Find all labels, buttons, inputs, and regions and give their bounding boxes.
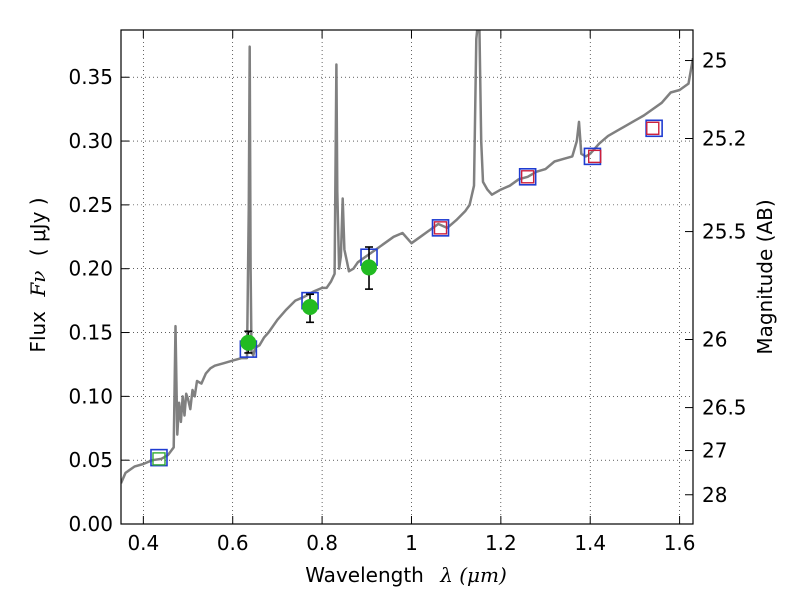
- model-point: [646, 121, 660, 135]
- model-point: [433, 221, 448, 235]
- bandpass-square: [431, 219, 450, 237]
- x-tick-label: 1.6: [664, 531, 696, 555]
- y-axis-label-left-unit: ( μJy ): [26, 197, 50, 256]
- y-tick-label: 0.20: [68, 257, 113, 281]
- x-tick-label: 0.6: [217, 531, 249, 555]
- y-axis-label-left-text: Flux: [26, 311, 50, 353]
- model-point: [520, 170, 535, 184]
- right-tick-label: 25.2: [702, 127, 747, 151]
- observed-point: [302, 298, 319, 315]
- right-tick-label: 25: [702, 49, 727, 73]
- bandpass-square: [518, 167, 537, 186]
- x-tick-label: 0.4: [127, 531, 159, 555]
- plot-frame: [120, 29, 694, 525]
- model-point: [587, 149, 602, 164]
- spectrum-line: [121, 30, 693, 484]
- right-tick-label: 25.5: [702, 220, 747, 244]
- right-tick-label: 26.5: [702, 396, 747, 420]
- x-axis-label-text: Wavelength: [305, 563, 424, 587]
- y-tick-label: 0.10: [68, 384, 113, 408]
- y-tick-label: 0.30: [68, 129, 113, 153]
- y-axis-label-left-math: Fν: [26, 271, 50, 298]
- y-axis-label-right: Magnitude (AB): [753, 199, 777, 354]
- y-tick-label: 0.05: [68, 448, 113, 472]
- right-tick-label: 27: [702, 439, 727, 463]
- y-axis-label-left: Flux Fν ( μJy ): [26, 197, 50, 352]
- plot-area: [121, 30, 693, 484]
- y-tick-label: 0.35: [68, 65, 113, 89]
- reference-square: [152, 452, 166, 466]
- right-tick-label: 26: [702, 327, 727, 351]
- y-tick-label: 0.00: [68, 512, 113, 536]
- x-tick-label: 0.8: [306, 531, 338, 555]
- bandpass-square: [150, 448, 168, 467]
- axes: 0.4 0.6 0.8 1 1.2 1.4 1.6 0.00 0.05 0.10 0.15 0.20 0…: [68, 29, 747, 555]
- observed-point: [361, 259, 378, 276]
- y-tick-label: 0.15: [68, 321, 113, 345]
- x-tick-label: 1.2: [485, 531, 517, 555]
- x-axis-label-math: λ (μm): [439, 563, 507, 587]
- y-tick-label: 0.25: [68, 193, 113, 217]
- observed-point: [240, 334, 257, 351]
- x-tick-label: 1: [405, 531, 418, 555]
- right-tick-label: 28: [702, 483, 727, 507]
- x-tick-label: 1.4: [574, 531, 606, 555]
- x-axis-label: Wavelength λ (μm): [305, 563, 507, 587]
- grid: [121, 30, 693, 525]
